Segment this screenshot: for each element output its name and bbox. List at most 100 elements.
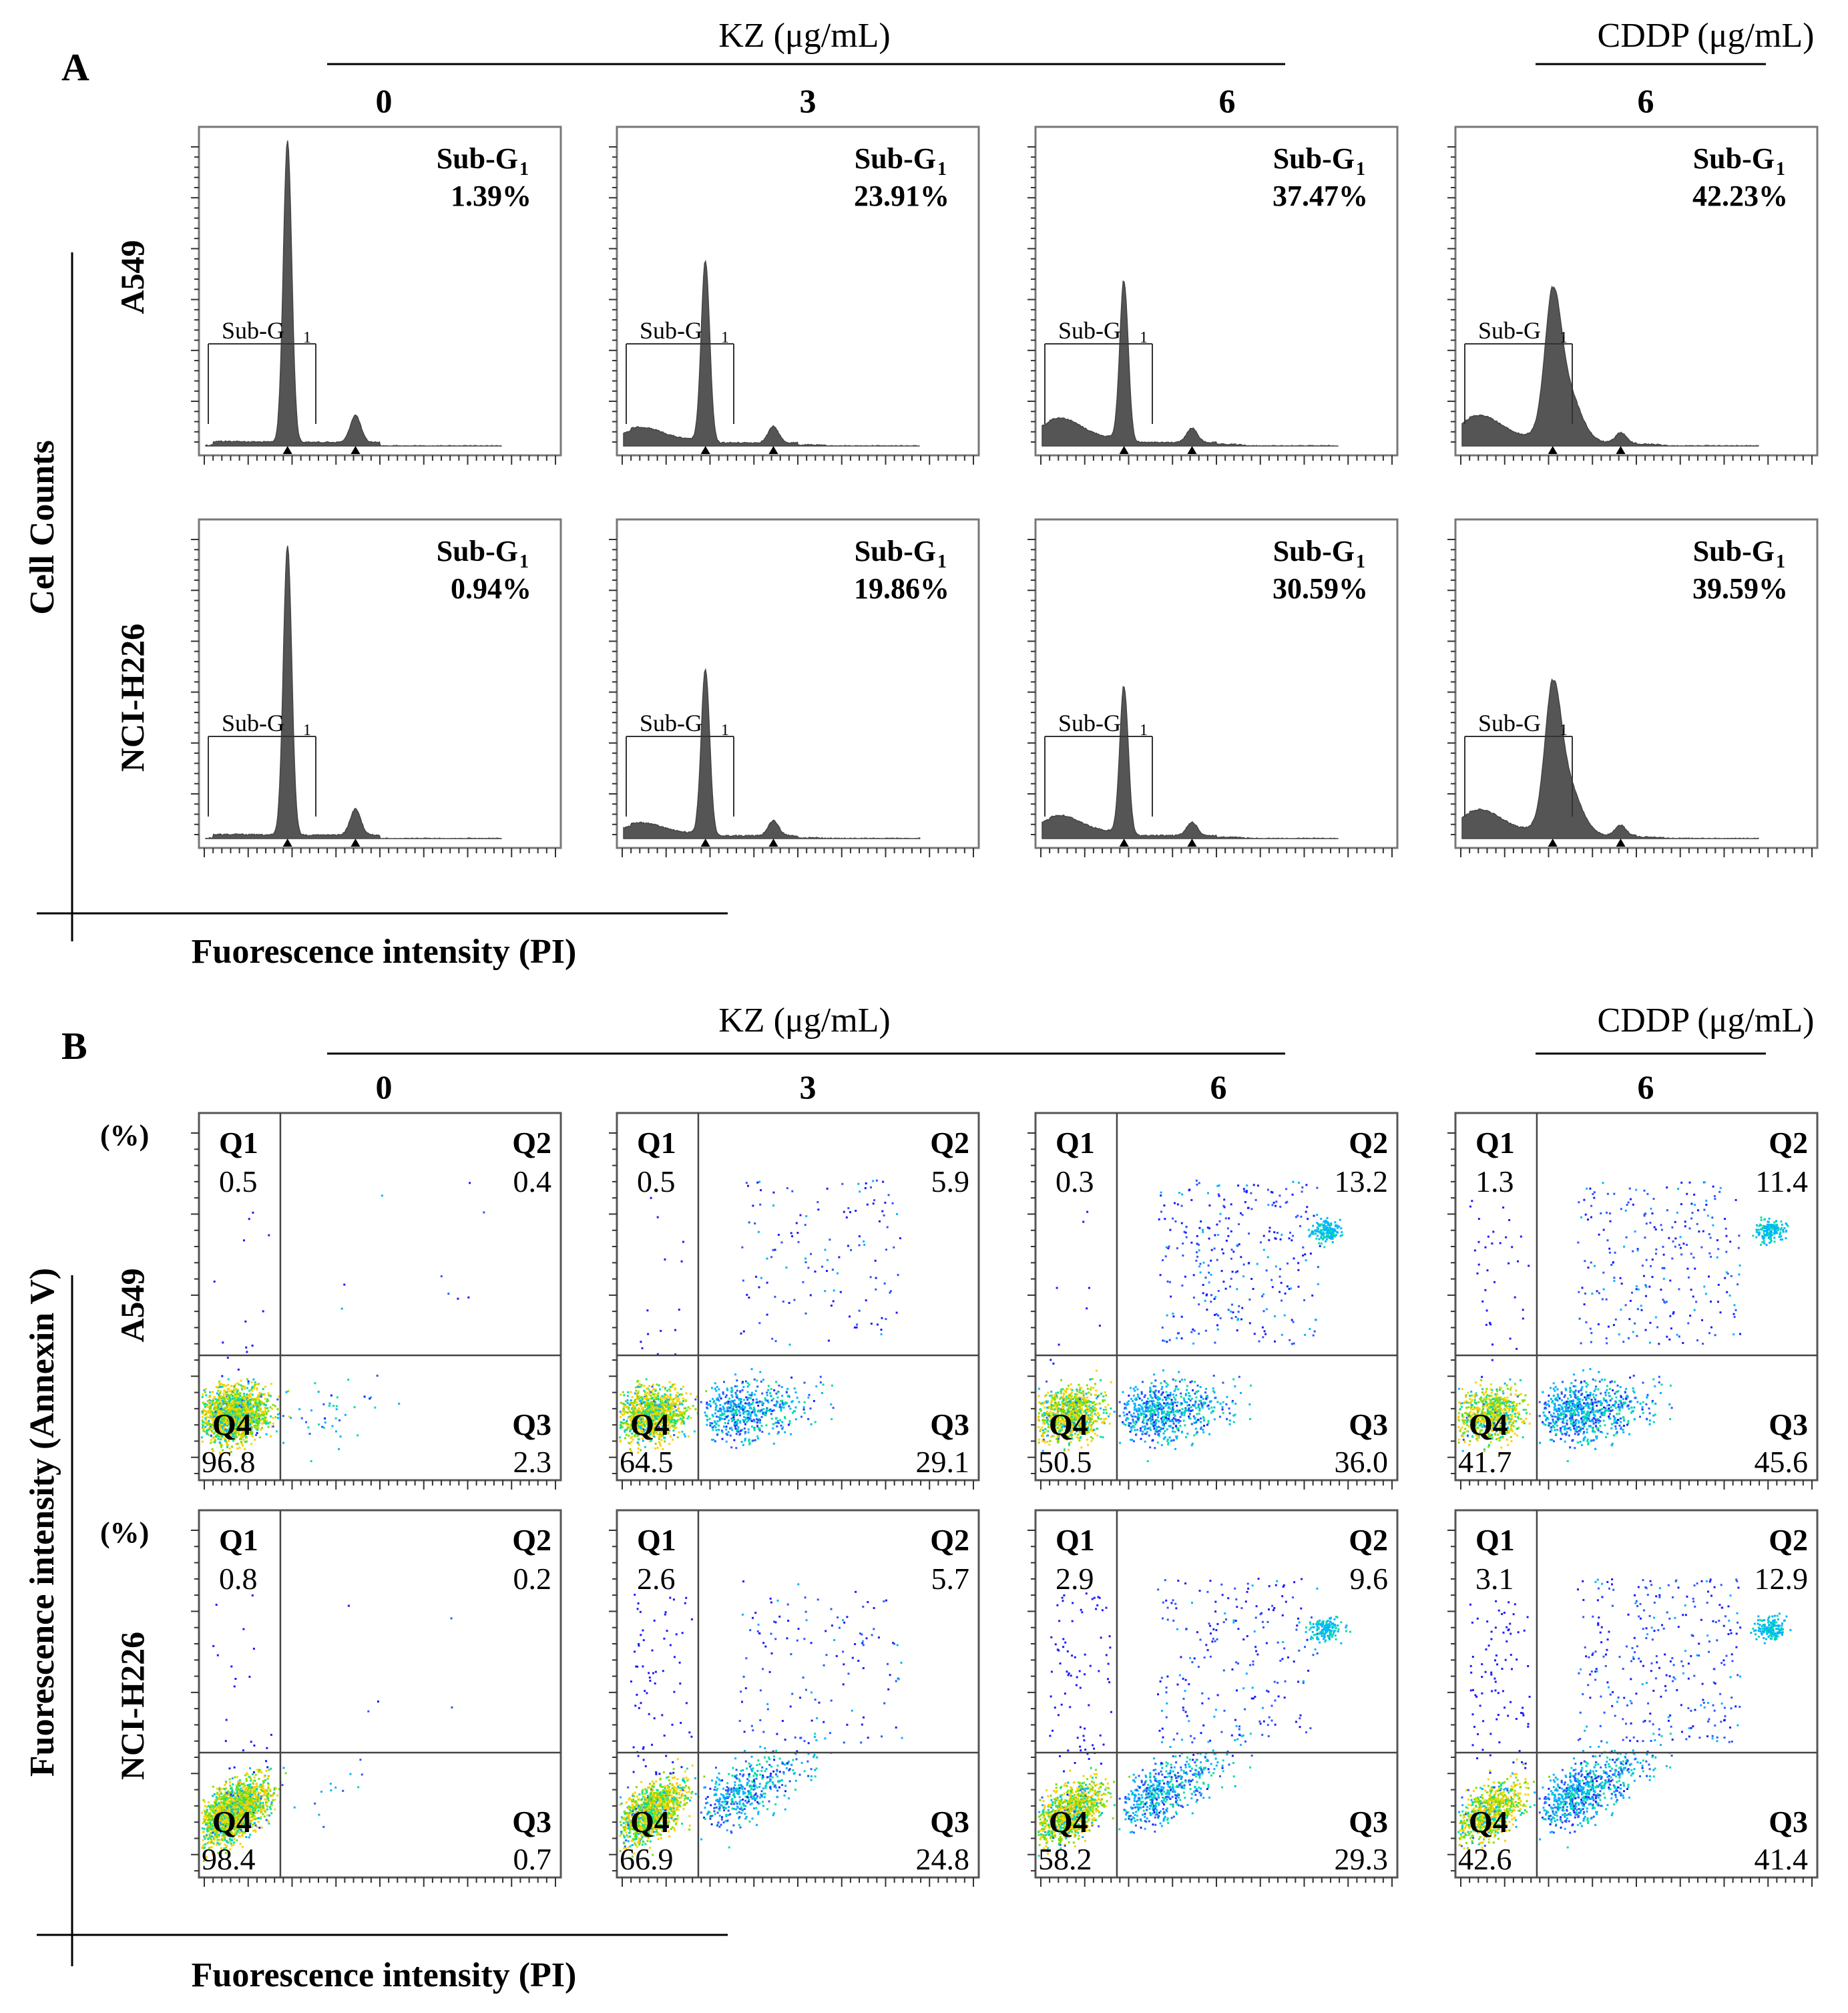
event-dot	[824, 1249, 827, 1251]
event-dot	[344, 1413, 346, 1416]
histogram-area	[1461, 285, 1759, 447]
subg1-gate-label: Sub-G	[640, 710, 702, 736]
event-dot	[734, 1373, 737, 1376]
event-dot	[674, 1405, 676, 1408]
event-dot	[236, 1435, 238, 1438]
event-dot	[877, 1323, 879, 1326]
event-dot	[685, 1392, 688, 1395]
quadrant-q3-label: Q3	[930, 1407, 969, 1441]
event-dot	[249, 1416, 252, 1419]
event-dot	[671, 1425, 674, 1427]
event-dot	[813, 1399, 815, 1402]
event-dot	[774, 1421, 777, 1424]
event-dot	[628, 1434, 630, 1437]
event-dot	[875, 1288, 877, 1291]
event-dot	[638, 1395, 640, 1397]
event-dot	[767, 1401, 770, 1403]
event-dot	[647, 1399, 650, 1401]
event-dot	[743, 1399, 745, 1401]
event-dot	[250, 1381, 253, 1383]
event-dot	[213, 1396, 216, 1398]
event-dot	[255, 1397, 258, 1400]
subg1-gate-subscript: 1	[1560, 329, 1568, 347]
event-dot	[719, 1403, 722, 1406]
event-dot	[226, 1401, 228, 1404]
event-dot	[241, 1442, 243, 1445]
event-dot	[757, 1231, 760, 1233]
event-dot	[242, 1403, 244, 1406]
event-dot	[674, 1388, 676, 1391]
dose-label-b-3: 6	[1638, 1068, 1654, 1106]
event-dot	[736, 1379, 738, 1382]
event-dot	[750, 1391, 753, 1394]
event-dot	[216, 1425, 218, 1428]
event-dot	[201, 1410, 204, 1413]
event-dot	[730, 1394, 733, 1396]
quadrant-q4-label: Q4	[630, 1407, 670, 1441]
subg1-title: Sub-G	[1273, 535, 1355, 568]
event-dot	[228, 1427, 231, 1430]
event-dot	[1102, 1436, 1104, 1439]
event-dot	[756, 1424, 758, 1427]
event-dot	[686, 1417, 689, 1419]
event-dot	[216, 1423, 218, 1426]
event-dot	[256, 1401, 259, 1404]
event-dot	[728, 1419, 730, 1422]
event-dot	[819, 1381, 822, 1383]
event-dot	[727, 1422, 730, 1425]
event-dot	[788, 1405, 790, 1407]
event-dot	[202, 1429, 205, 1432]
event-dot	[788, 1419, 791, 1422]
event-dot	[716, 1433, 718, 1436]
event-dot	[224, 1407, 227, 1410]
event-dot	[764, 1399, 767, 1401]
event-dot	[782, 1426, 784, 1429]
event-dot	[264, 1385, 266, 1388]
event-dot	[622, 1403, 625, 1405]
event-dot	[1038, 1438, 1041, 1441]
event-dot	[672, 1398, 675, 1401]
event-dot	[218, 1396, 220, 1399]
event-dot	[210, 1426, 212, 1429]
event-dot	[673, 1433, 676, 1436]
event-dot	[204, 1402, 206, 1405]
event-dot	[232, 1408, 234, 1411]
event-dot	[207, 1433, 210, 1436]
event-dot	[237, 1425, 240, 1427]
event-dot	[704, 1411, 706, 1414]
event-dot	[656, 1397, 658, 1399]
event-dot	[754, 1439, 756, 1441]
event-dot	[210, 1411, 213, 1413]
event-dot	[879, 1220, 881, 1222]
event-dot	[677, 1415, 680, 1417]
event-dot	[709, 1423, 712, 1425]
event-dot	[212, 1411, 214, 1414]
event-dot	[209, 1391, 212, 1393]
event-dot	[224, 1433, 227, 1436]
event-dot	[748, 1383, 750, 1386]
event-dot	[272, 1422, 274, 1425]
event-dot	[661, 1402, 664, 1405]
event-dot	[1037, 1412, 1040, 1415]
event-dot	[220, 1395, 222, 1397]
subg1-gate-label: Sub-G	[222, 710, 284, 736]
event-dot	[228, 1447, 231, 1450]
event-dot	[228, 1407, 230, 1409]
event-dot	[682, 1416, 684, 1419]
event-dot	[791, 1400, 794, 1403]
event-dot	[278, 1395, 280, 1398]
event-dot	[210, 1441, 212, 1444]
event-dot	[736, 1408, 738, 1411]
a-ylabel: Cell Counts	[23, 440, 61, 614]
event-dot	[212, 1450, 214, 1452]
event-dot	[214, 1441, 216, 1443]
event-dot	[718, 1395, 721, 1398]
event-dot	[769, 1392, 771, 1394]
event-dot	[229, 1407, 232, 1409]
dose-label-b-0: 0	[376, 1068, 393, 1106]
event-dot	[747, 1184, 749, 1187]
event-dot	[748, 1297, 750, 1299]
event-dot	[258, 1412, 260, 1415]
event-dot	[831, 1384, 833, 1387]
subg1-value: 37.47%	[1273, 180, 1368, 212]
